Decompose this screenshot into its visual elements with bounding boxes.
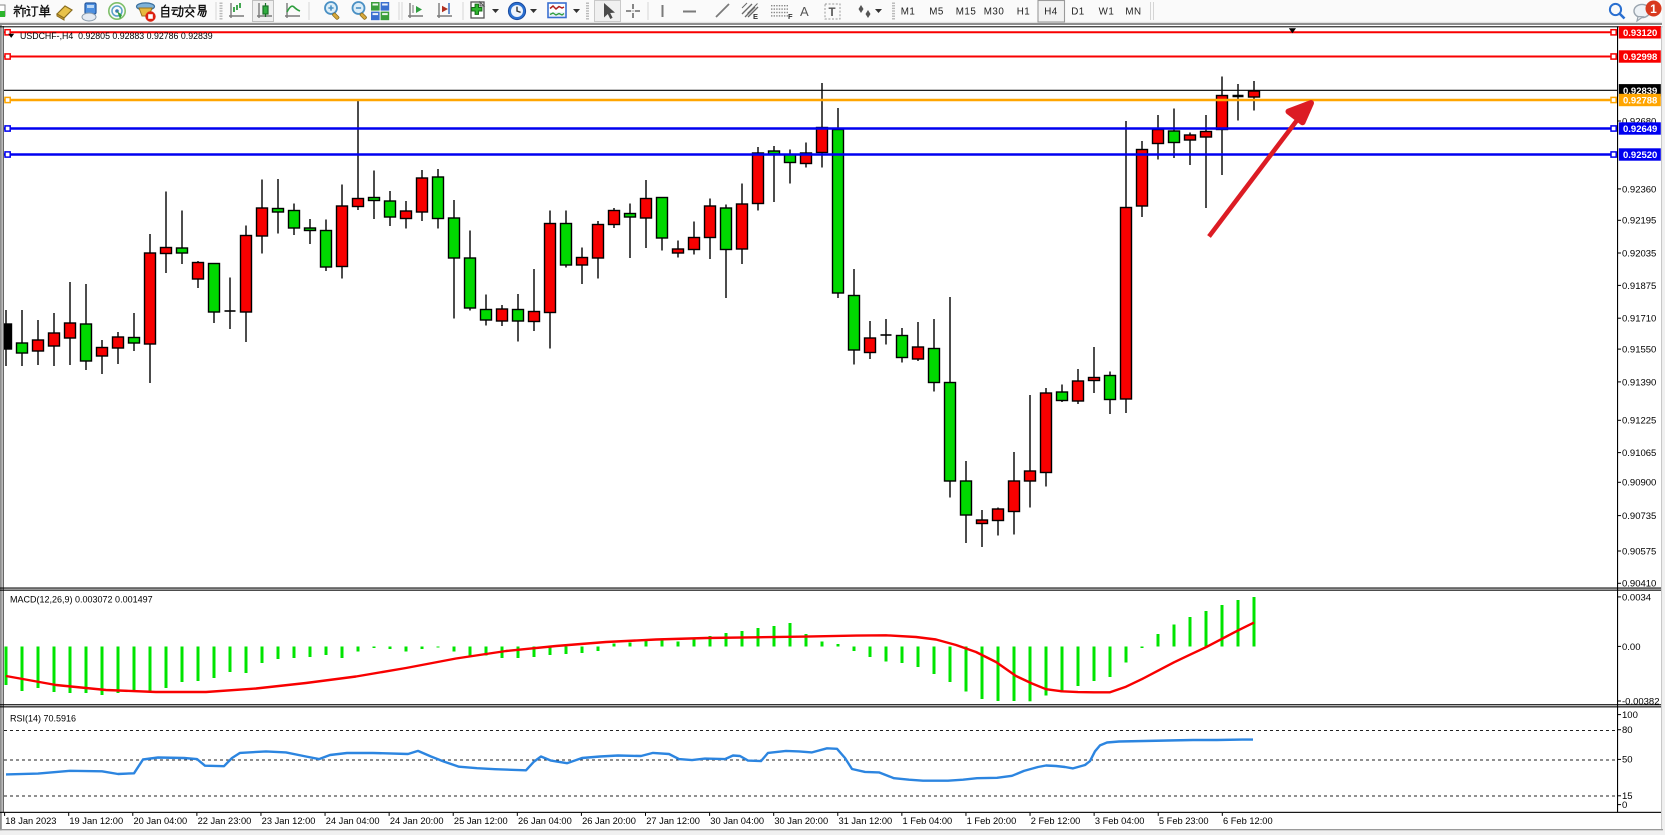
svg-text:22 Jan 23:00: 22 Jan 23:00 — [198, 816, 252, 826]
svg-text:E: E — [753, 12, 758, 21]
svg-text:D1: D1 — [1071, 7, 1085, 18]
svg-text:0.92680: 0.92680 — [1622, 116, 1656, 127]
svg-text:0.93120: 0.93120 — [1623, 28, 1657, 39]
svg-text:0.90410: 0.90410 — [1622, 579, 1656, 590]
svg-text:100: 100 — [1622, 710, 1638, 721]
svg-text:0.0034: 0.0034 — [1622, 592, 1651, 603]
svg-text:30 Jan 20:00: 30 Jan 20:00 — [774, 816, 828, 826]
svg-text:1: 1 — [1650, 2, 1657, 16]
svg-text:MACD(12,26,9) 0.003072 0.00149: MACD(12,26,9) 0.003072 0.001497 — [10, 595, 153, 605]
svg-text:W1: W1 — [1099, 7, 1115, 18]
svg-text:H4: H4 — [1044, 7, 1058, 18]
svg-text:0.91225: 0.91225 — [1622, 416, 1656, 427]
svg-text:M15: M15 — [956, 7, 977, 18]
svg-text:-0.00382: -0.00382 — [1622, 696, 1660, 707]
svg-text:M30: M30 — [984, 7, 1005, 18]
svg-text:31 Jan 12:00: 31 Jan 12:00 — [838, 816, 892, 826]
svg-text:50: 50 — [1622, 755, 1633, 766]
svg-text:2 Feb 12:00: 2 Feb 12:00 — [1031, 816, 1081, 826]
svg-text:15: 15 — [1622, 791, 1633, 802]
svg-text:T: T — [829, 7, 836, 19]
svg-text:0.91065: 0.91065 — [1622, 448, 1656, 459]
svg-text:0.90575: 0.90575 — [1622, 546, 1656, 557]
svg-text:18 Jan 2023: 18 Jan 2023 — [5, 816, 56, 826]
svg-text:27 Jan 12:00: 27 Jan 12:00 — [646, 816, 700, 826]
svg-text:20 Jan 04:00: 20 Jan 04:00 — [133, 816, 187, 826]
svg-text:0.92195: 0.92195 — [1622, 216, 1656, 227]
svg-text:26 Jan 04:00: 26 Jan 04:00 — [518, 816, 572, 826]
svg-text:M1: M1 — [901, 7, 916, 18]
svg-text:5 Feb 23:00: 5 Feb 23:00 — [1159, 816, 1209, 826]
svg-text:19 Jan 12:00: 19 Jan 12:00 — [69, 816, 123, 826]
svg-text:6 Feb 12:00: 6 Feb 12:00 — [1223, 816, 1273, 826]
svg-text:0.00: 0.00 — [1622, 642, 1641, 653]
svg-text:24 Jan 04:00: 24 Jan 04:00 — [326, 816, 380, 826]
svg-text:0.92035: 0.92035 — [1622, 248, 1656, 259]
svg-text:M5: M5 — [929, 7, 944, 18]
svg-text:0.92839: 0.92839 — [1623, 86, 1657, 97]
svg-text:24 Jan 20:00: 24 Jan 20:00 — [390, 816, 444, 826]
svg-text:0.90900: 0.90900 — [1622, 478, 1656, 489]
svg-text:A: A — [800, 4, 809, 19]
svg-text:1 Feb 20:00: 1 Feb 20:00 — [967, 816, 1017, 826]
svg-text:USDCHF-,H4 0.92805 0.92883 0.: USDCHF-,H4 0.92805 0.92883 0.92786 0.928… — [20, 31, 213, 41]
svg-text:23 Jan 12:00: 23 Jan 12:00 — [262, 816, 316, 826]
svg-text:3 Feb 04:00: 3 Feb 04:00 — [1095, 816, 1145, 826]
svg-text:MN: MN — [1125, 7, 1141, 18]
svg-text:0.92998: 0.92998 — [1623, 52, 1657, 63]
svg-text:0.92788: 0.92788 — [1623, 96, 1657, 107]
svg-text:0.92520: 0.92520 — [1623, 150, 1657, 161]
svg-text:30 Jan 04:00: 30 Jan 04:00 — [710, 816, 764, 826]
svg-text:H1: H1 — [1017, 7, 1031, 18]
svg-text:0.91710: 0.91710 — [1622, 314, 1656, 325]
svg-text:0.92360: 0.92360 — [1622, 184, 1656, 195]
svg-text:0.91875: 0.91875 — [1622, 281, 1656, 292]
svg-text:F: F — [788, 12, 793, 21]
svg-text:0.92649: 0.92649 — [1623, 124, 1657, 135]
svg-text:1 Feb 04:00: 1 Feb 04:00 — [903, 816, 953, 826]
svg-text:0.91390: 0.91390 — [1622, 377, 1656, 388]
svg-text:26 Jan 20:00: 26 Jan 20:00 — [582, 816, 636, 826]
svg-text:0.91550: 0.91550 — [1622, 345, 1656, 356]
svg-text:RSI(14) 70.5916: RSI(14) 70.5916 — [10, 714, 76, 724]
svg-text:0.90735: 0.90735 — [1622, 511, 1656, 522]
svg-text:80: 80 — [1622, 725, 1633, 736]
svg-text:0: 0 — [1622, 800, 1627, 811]
svg-text:25 Jan 12:00: 25 Jan 12:00 — [454, 816, 508, 826]
